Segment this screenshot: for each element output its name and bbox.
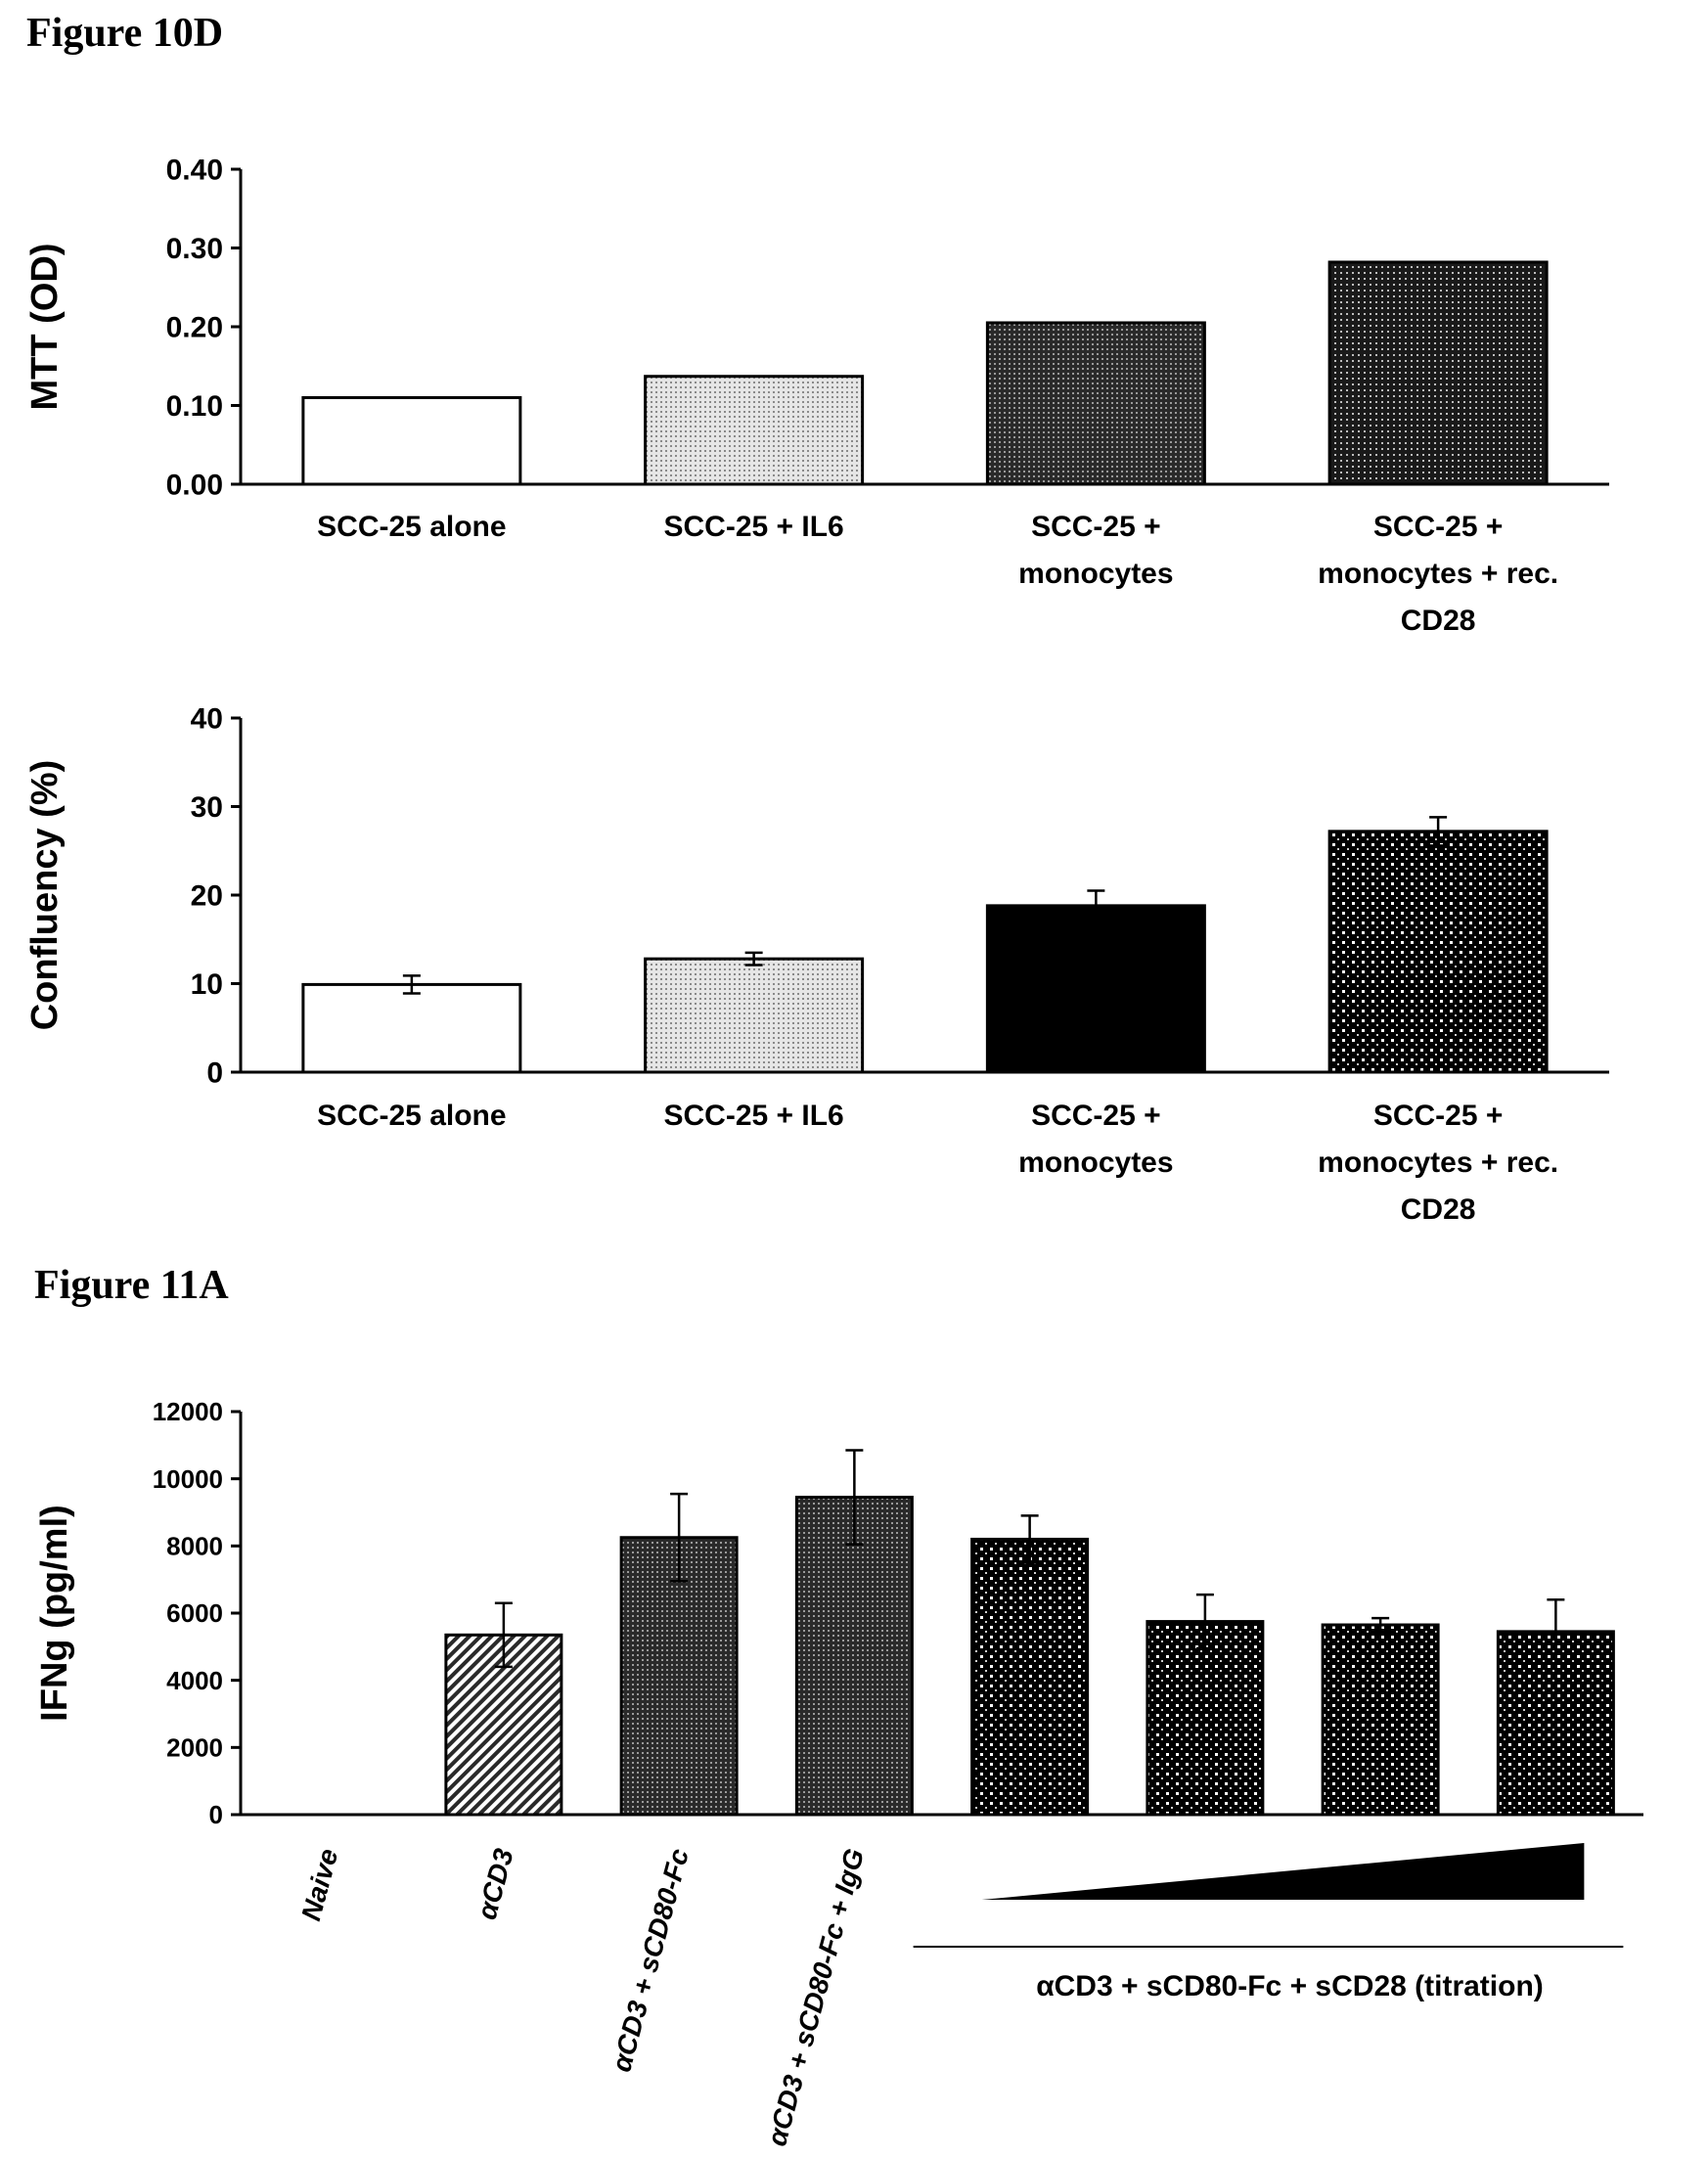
y-tick-label: 0 [206, 1057, 223, 1090]
x-tick-label: SCC-25 alone [317, 511, 506, 543]
y-tick-label: 8000 [166, 1531, 223, 1560]
x-tick-label: SCC-25 + IL6 [664, 511, 844, 543]
x-tick-label: SCC-25 alone [317, 1100, 506, 1132]
x-tick-label: CD28 [1401, 605, 1476, 637]
bar [301, 395, 522, 486]
titration-label: αCD3 + sCD80-Fc + sCD28 (titration) [1036, 1970, 1544, 2002]
y-tick-label: 4000 [166, 1666, 223, 1695]
y-tick-label: 0.30 [166, 233, 223, 265]
bar [1321, 1623, 1440, 1817]
y-tick-label: 30 [191, 791, 223, 824]
chart-3: 0 2000 4000 6000 8000 10000 12000 IFNg (pg/ml) N… [34, 1397, 1643, 2149]
x-tick-label: αCD3 + sCD80-Fc [606, 1845, 695, 2075]
bar [985, 321, 1206, 486]
y-axis-title: MTT (OD) [24, 244, 66, 411]
y-axis-title: Confluency (%) [24, 760, 66, 1031]
figure-11a-heading: Figure 11A [34, 1263, 229, 1308]
bar [985, 904, 1206, 1074]
x-tick-label: SCC-25 + [1031, 511, 1161, 543]
x-tick-label: αCD3 [472, 1845, 519, 1922]
x-tick-label: SCC-25 + [1031, 1100, 1161, 1132]
y-tick-label: 0.40 [166, 155, 223, 187]
x-tick-label: SCC-25 + [1373, 1100, 1504, 1132]
bar [644, 375, 865, 486]
y-axis-title: IFNg (pg/ml) [34, 1505, 75, 1722]
x-tick-label: monocytes + rec. [1318, 558, 1558, 590]
x-tick-label: monocytes [1018, 558, 1173, 590]
x-tick-label: Naive [295, 1846, 343, 1924]
y-tick-label: 20 [191, 880, 223, 913]
y-tick-label: 12000 [153, 1397, 223, 1426]
bar [794, 1496, 914, 1817]
y-tick-label: 0.10 [166, 390, 223, 423]
y-tick-label: 6000 [166, 1598, 223, 1628]
bar [1327, 830, 1549, 1074]
titration-wedge [981, 1843, 1585, 1900]
chart-2: 0 10 20 30 40 Confluency (%) SCC-25 alone SCC-2… [24, 703, 1609, 1226]
bar [970, 1537, 1090, 1817]
y-tick-label: 0.20 [166, 312, 223, 344]
chart-1: 0.00 0.10 0.20 0.30 0.40 MTT (OD) SCC-25 alone… [24, 155, 1609, 637]
y-tick-label: 10 [191, 968, 223, 1001]
x-tick-label: αCD3 + sCD80-Fc + IgG [761, 1846, 870, 2149]
x-tick-label: monocytes [1018, 1146, 1173, 1179]
y-tick-label: 0 [209, 1800, 223, 1829]
bar [644, 957, 865, 1074]
bar [1327, 260, 1549, 486]
y-tick-label: 40 [191, 703, 223, 736]
y-tick-label: 10000 [153, 1464, 223, 1494]
y-tick-label: 0.00 [166, 470, 223, 502]
x-tick-label: CD28 [1401, 1193, 1476, 1226]
x-tick-label: SCC-25 + IL6 [664, 1100, 844, 1132]
bar [1146, 1620, 1265, 1817]
y-tick-label: 2000 [166, 1732, 223, 1762]
figure-10d-heading: Figure 10D [26, 11, 224, 56]
bar [301, 982, 522, 1074]
x-tick-label: SCC-25 + [1373, 511, 1504, 543]
x-tick-label: monocytes + rec. [1318, 1146, 1558, 1179]
